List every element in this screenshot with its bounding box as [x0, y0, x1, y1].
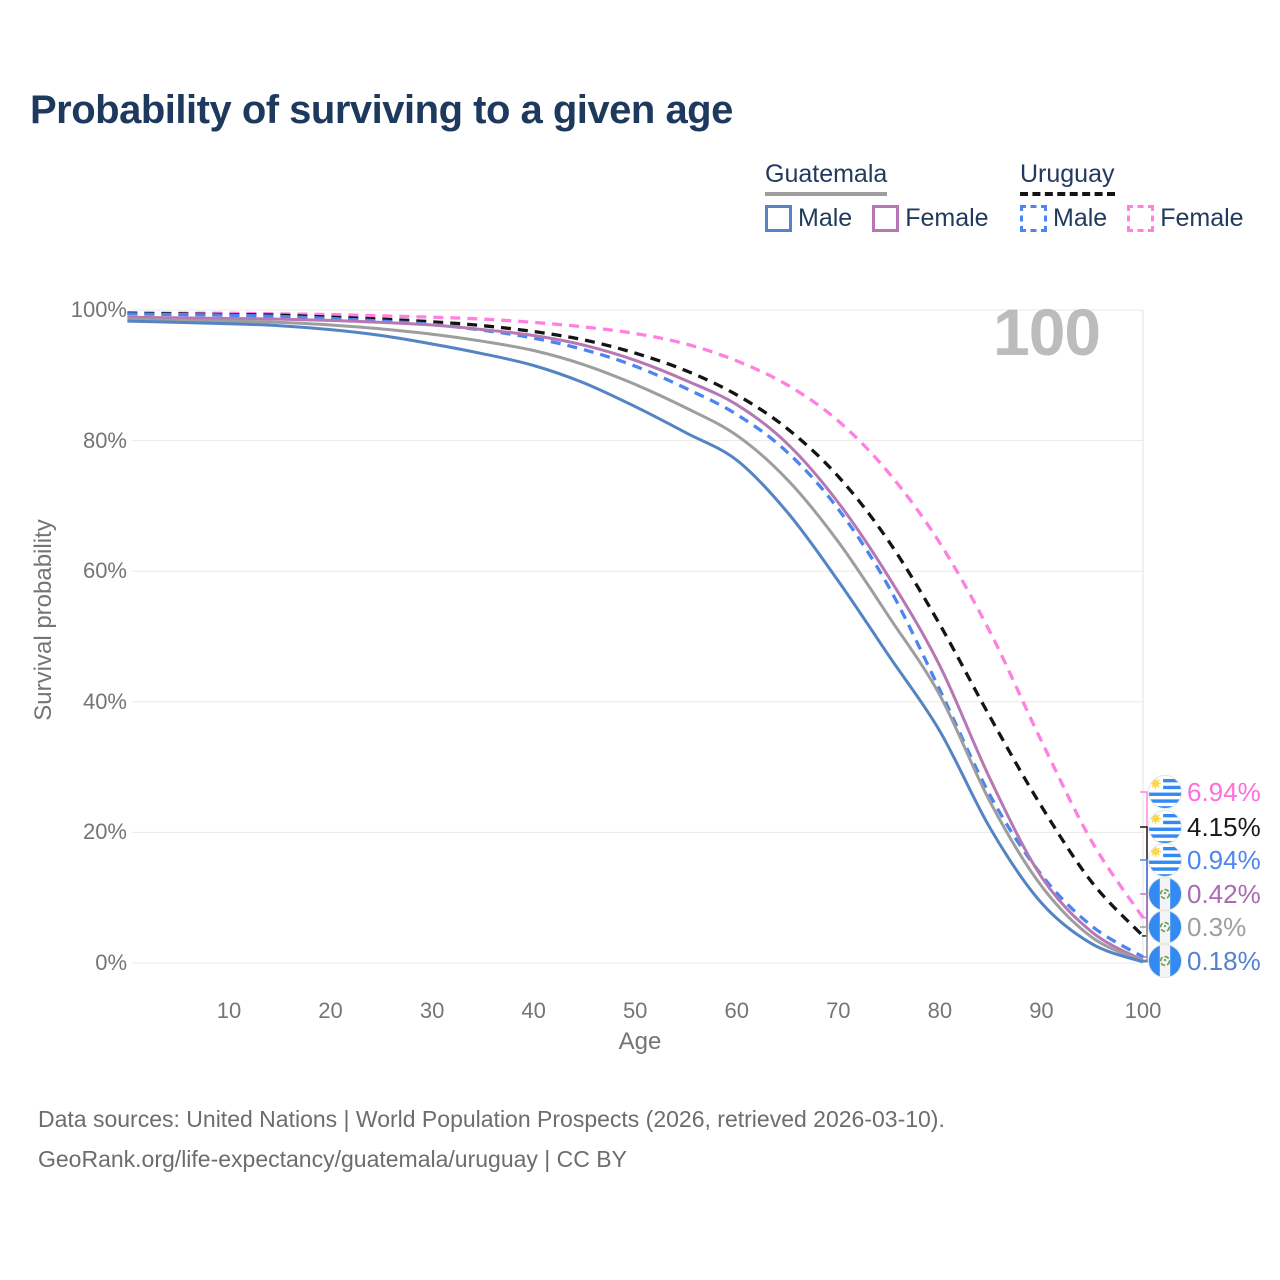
legend-item-uruguay-female[interactable]: Female: [1127, 204, 1244, 233]
uruguay-flag-icon: [1148, 775, 1182, 809]
legend-group-guatemala: Guatemala Male Female: [765, 160, 989, 233]
end-label-leader-lines: [1140, 791, 1148, 963]
legend-item-label: Male: [798, 204, 853, 232]
x-tick-label: 50: [622, 998, 648, 1023]
uruguay-female-swatch-icon: [1127, 205, 1155, 232]
guatemala-male-swatch-icon: [765, 205, 792, 232]
gridlines: [132, 309, 1144, 964]
uruguay-flag-icon: [1148, 843, 1182, 877]
end-label-value: 0.94%: [1187, 844, 1261, 875]
end-label-uruguay-male: 0.94%: [1148, 843, 1261, 877]
curve-uruguay-female: [127, 310, 1145, 919]
guatemala-female-swatch-icon: [872, 205, 900, 232]
curve-uruguay-total: [127, 311, 1145, 938]
legend-country-uruguay[interactable]: Uruguay: [1020, 160, 1115, 196]
end-label-value: 6.94%: [1187, 776, 1261, 807]
x-axis-title: Age: [618, 1028, 662, 1055]
survival-curves: [127, 310, 1145, 964]
end-label-guatemala-total: 0.3%: [1148, 910, 1246, 944]
footer-data-sources: Data sources: United Nations | World Pop…: [38, 1106, 945, 1132]
x-tick-label: 20: [318, 998, 343, 1023]
end-label-value: 0.18%: [1187, 945, 1261, 976]
y-tick-label: 60%: [82, 558, 127, 584]
legend-item-guatemala-male[interactable]: Male: [765, 204, 852, 233]
y-tick-label: 100%: [70, 297, 127, 322]
curve-guatemala-total: [127, 317, 1144, 963]
end-label-uruguay-total: 4.15%: [1148, 810, 1261, 844]
legend-item-label: Female: [905, 204, 989, 232]
age-watermark: 100: [993, 295, 1101, 369]
x-tick-label: 90: [1029, 998, 1054, 1023]
page-title: Probability of surviving to a given age: [30, 88, 733, 132]
x-tick-label: 10: [216, 998, 242, 1023]
uruguay-male-swatch-icon: [1020, 205, 1047, 232]
y-tick-label: 80%: [82, 427, 127, 453]
end-label-value: 0.3%: [1187, 911, 1247, 942]
legend-country-guatemala[interactable]: Guatemala: [765, 160, 888, 196]
end-label-guatemala-female: 0.42%: [1148, 877, 1261, 911]
x-tick-label: 40: [521, 998, 546, 1023]
x-tick-label: 30: [419, 998, 445, 1023]
y-tick-label: 40%: [82, 688, 127, 714]
x-tick-label: 70: [826, 998, 851, 1023]
end-label-uruguay-female: 6.94%: [1148, 775, 1261, 809]
curve-guatemala-female: [127, 315, 1144, 962]
legend-item-uruguay-male[interactable]: Male: [1020, 204, 1107, 233]
legend-item-guatemala-female[interactable]: Female: [872, 204, 989, 233]
legend-item-label: Male: [1053, 204, 1108, 232]
end-label-value: 0.42%: [1187, 878, 1261, 909]
legend-item-label: Female: [1160, 204, 1244, 232]
end-label-value: 4.15%: [1187, 811, 1261, 842]
x-tick-label: 100: [1124, 998, 1162, 1023]
uruguay-flag-icon: [1148, 810, 1182, 844]
footer-attribution-link[interactable]: GeoRank.org/life-expectancy/guatemala/ur…: [38, 1146, 627, 1172]
curve-uruguay-male: [127, 312, 1144, 959]
guatemala-flag-icon: [1148, 910, 1182, 944]
x-tick-label: 60: [724, 998, 749, 1023]
y-tick-label: 20%: [82, 819, 127, 845]
x-tick-label: 80: [927, 998, 953, 1023]
legend-group-uruguay: Uruguay Male Female: [1020, 160, 1244, 233]
guatemala-flag-icon: [1148, 944, 1182, 978]
end-label-guatemala-male: 0.18%: [1148, 944, 1261, 978]
curve-guatemala-male: [127, 319, 1144, 964]
y-tick-label: 0%: [95, 950, 127, 975]
guatemala-flag-icon: [1148, 877, 1182, 911]
